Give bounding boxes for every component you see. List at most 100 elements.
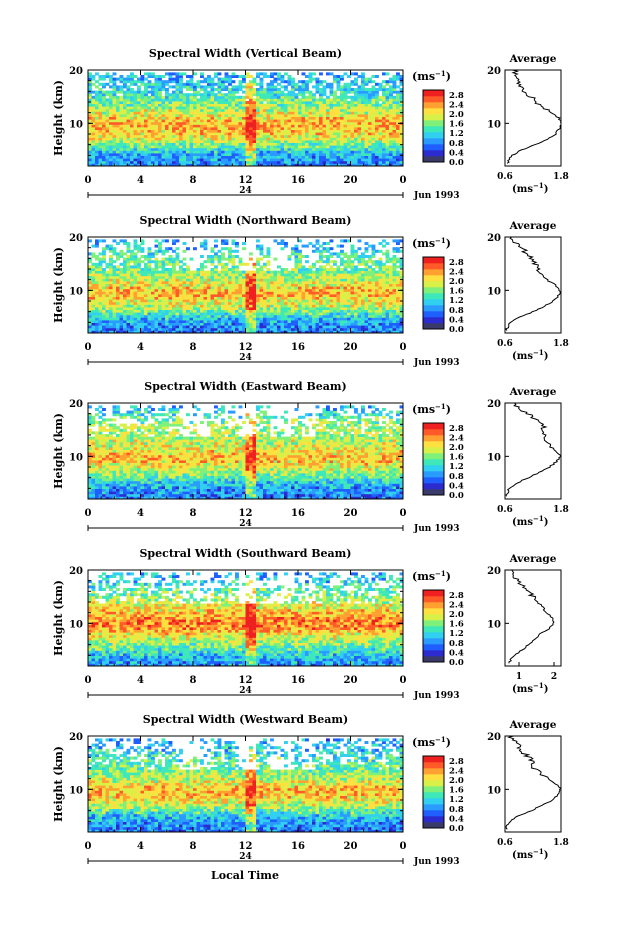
heatmap-cell xyxy=(210,82,215,86)
heatmap-cell xyxy=(88,150,92,154)
heatmap-cell xyxy=(301,322,306,326)
heatmap-cell xyxy=(119,116,124,120)
heatmap-cell xyxy=(242,98,246,102)
heatmap-cell xyxy=(242,286,246,290)
heatmap-cell xyxy=(196,291,201,295)
heatmap-cell xyxy=(266,320,271,323)
heatmap-cell xyxy=(340,291,344,295)
heatmap-cell xyxy=(364,132,369,136)
heatmap-cell xyxy=(119,278,124,282)
heatmap-cell xyxy=(329,304,334,308)
heatmap-cell xyxy=(119,301,124,305)
heatmap-cell xyxy=(385,325,390,329)
heatmap-cell xyxy=(270,88,274,91)
heatmap-cell xyxy=(224,281,229,284)
heatmap-cell xyxy=(228,119,232,123)
heatmap-cell xyxy=(266,119,271,123)
heatmap-cell xyxy=(126,75,131,78)
heatmap-cell xyxy=(196,93,201,97)
heatmap-cell xyxy=(126,325,131,329)
heatmap-cell xyxy=(112,137,117,141)
heatmap-cell xyxy=(301,330,306,334)
heatmap-cell xyxy=(193,160,197,164)
heatmap-cell xyxy=(238,314,243,318)
heatmap-cell xyxy=(371,301,376,305)
heatmap-cell xyxy=(221,101,225,104)
heatmap-cell xyxy=(375,301,379,305)
heatmap-cell xyxy=(217,288,222,292)
heatmap-cell xyxy=(189,322,194,326)
heatmap-cell xyxy=(242,142,246,146)
heatmap-cell xyxy=(186,325,190,329)
heatmap-cell xyxy=(308,153,313,156)
heatmap-cell xyxy=(291,288,295,292)
heatmap-cell xyxy=(378,108,383,112)
heatmap-cell xyxy=(119,137,124,141)
heatmap-cell xyxy=(270,80,274,84)
heatmap-cell xyxy=(256,134,260,138)
heatmap-cell xyxy=(371,93,376,97)
heatmap-cell xyxy=(361,327,365,331)
heatmap-cell xyxy=(252,127,257,130)
heatmap-cell xyxy=(315,314,320,318)
heatmap-cell xyxy=(88,88,92,91)
heatmap-cell xyxy=(151,119,155,123)
heatmap-cell xyxy=(179,160,183,164)
heatmap-cell xyxy=(319,121,323,125)
heatmap-cell xyxy=(210,88,215,91)
heatmap-cell xyxy=(203,291,208,295)
heatmap-cell xyxy=(144,72,148,76)
heatmap-cell xyxy=(189,145,194,149)
heatmap-cell xyxy=(200,108,204,112)
heatmap-cell xyxy=(287,294,292,297)
heatmap-cell xyxy=(259,325,264,329)
heatmap-cell xyxy=(308,281,313,284)
heatmap-cell xyxy=(392,278,397,282)
heatmap-cell xyxy=(333,150,337,154)
heatmap-cell xyxy=(102,309,106,313)
heatmap-cell xyxy=(298,283,302,287)
heatmap-cell xyxy=(298,291,302,295)
heatmap-cell xyxy=(245,132,250,136)
heatmap-cell xyxy=(144,150,148,154)
heatmap-cell xyxy=(291,330,295,334)
heatmap-cell xyxy=(284,119,288,123)
heatmap-cell xyxy=(364,281,369,284)
heatmap-cell xyxy=(126,77,131,81)
heatmap-cell xyxy=(154,124,159,128)
heatmap-cell xyxy=(151,281,155,284)
heatmap-cell xyxy=(270,106,274,110)
heatmap-cell xyxy=(186,158,190,162)
heatmap-cell xyxy=(375,132,379,136)
heatmap-cell xyxy=(298,299,302,303)
heatmap-cell xyxy=(259,108,264,112)
heatmap-cell xyxy=(336,301,341,305)
heatmap-cell xyxy=(375,101,379,104)
colorbar-segment xyxy=(423,156,444,163)
heatmap-cell xyxy=(280,153,285,156)
heatmap-cell xyxy=(280,114,285,117)
heatmap-cell xyxy=(193,291,197,295)
heatmap-cell xyxy=(158,317,162,321)
heatmap-cell xyxy=(207,132,211,136)
heatmap-cell xyxy=(179,147,183,151)
heatmap-cell xyxy=(154,291,159,295)
heatmap-cell xyxy=(333,106,337,110)
heatmap-cell xyxy=(228,327,232,331)
heatmap-cell xyxy=(378,127,383,130)
heatmap-cell xyxy=(343,93,348,97)
heatmap-cell xyxy=(200,88,204,91)
heatmap-cell xyxy=(305,286,309,290)
heatmap-cell xyxy=(126,330,131,334)
heatmap-cell xyxy=(175,278,180,282)
heatmap-cell xyxy=(193,314,197,318)
heatmap-cell xyxy=(168,80,173,84)
heatmap-cell xyxy=(175,330,180,334)
heatmap-cell xyxy=(109,299,113,303)
heatmap-cell xyxy=(368,288,372,292)
heatmap-cell xyxy=(147,317,152,321)
heatmap-cell xyxy=(196,286,201,290)
heatmap-cell xyxy=(256,150,260,154)
heatmap-cell xyxy=(263,72,267,76)
heatmap-cell xyxy=(319,320,323,323)
